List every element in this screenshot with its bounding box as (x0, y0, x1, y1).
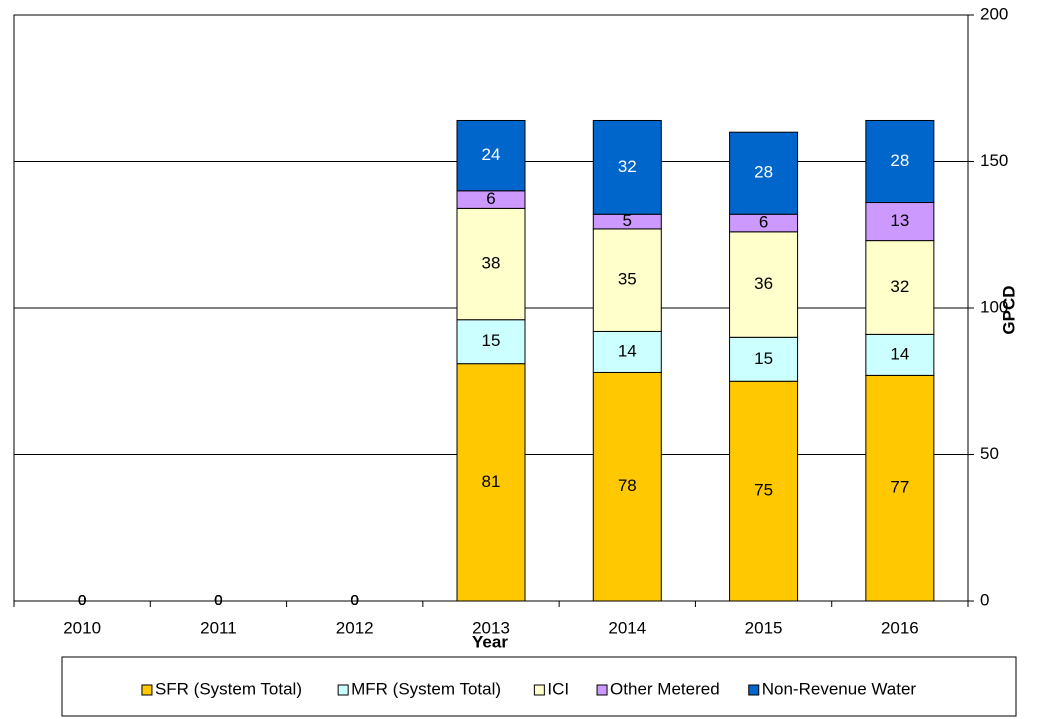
data-label: 14 (618, 341, 637, 360)
data-label: 36 (754, 274, 773, 293)
data-label: 0 (214, 592, 222, 609)
bar-segment (729, 380, 799, 602)
bar-segment (729, 336, 799, 382)
legend-label: SFR (System Total) (155, 679, 302, 698)
data-label: 28 (754, 163, 773, 182)
y-tick-label: 50 (980, 444, 999, 463)
data-label: 6 (486, 189, 495, 208)
data-label: 0 (351, 592, 359, 609)
data-label: 15 (754, 349, 773, 368)
x-tick-label: 2012 (336, 618, 374, 637)
legend-swatch (533, 684, 545, 696)
legend-label: ICI (547, 679, 569, 698)
y-tick-label: 200 (980, 4, 1008, 23)
data-label: 0 (78, 592, 86, 609)
bar-segment (865, 333, 935, 376)
x-tick-label: 2015 (745, 618, 783, 637)
data-label: 77 (890, 478, 909, 497)
data-label: 5 (623, 211, 632, 230)
data-label: 0 (78, 592, 86, 609)
bar-segment (865, 374, 935, 602)
legend-swatch (596, 684, 608, 696)
data-label: 24 (482, 145, 501, 164)
bar-segment (592, 228, 662, 332)
x-tick-label: 2014 (608, 618, 646, 637)
y-tick-label: 150 (980, 151, 1008, 170)
bar-segment (456, 119, 526, 192)
bar-segment (456, 363, 526, 602)
legend-swatch (141, 684, 153, 696)
data-label: 6 (759, 213, 768, 232)
data-label: 0 (78, 592, 86, 609)
data-label: 78 (618, 476, 637, 495)
bar-segment (729, 131, 799, 215)
data-label: 38 (482, 254, 501, 273)
data-label: 75 (754, 481, 773, 500)
data-label: 14 (890, 344, 909, 363)
data-label: 0 (78, 592, 86, 609)
x-axis-title: Year (472, 632, 508, 651)
data-label: 28 (890, 151, 909, 170)
legend-swatch (748, 684, 760, 696)
data-label: 32 (890, 277, 909, 296)
x-tick-label: 2010 (63, 618, 101, 637)
bar-segment (456, 207, 526, 321)
data-label: 13 (890, 211, 909, 230)
legend-label: MFR (System Total) (351, 679, 501, 698)
data-label: 0 (214, 592, 222, 609)
y-tick-label: 100 (980, 297, 1008, 316)
bar-segment (865, 202, 935, 242)
data-label: 0 (78, 592, 86, 609)
x-tick-label: 2016 (881, 618, 919, 637)
legend-swatch (337, 684, 349, 696)
bar-segment (592, 119, 662, 215)
legend-label: Other Metered (610, 679, 720, 698)
y-tick-label: 0 (980, 590, 989, 609)
legend-label: Non-Revenue Water (762, 679, 917, 698)
bar-segment (865, 240, 935, 335)
data-label: 0 (214, 592, 222, 609)
data-label: 81 (482, 472, 501, 491)
bar-segment (592, 330, 662, 373)
data-label: 35 (618, 270, 637, 289)
x-tick-label: 2011 (200, 618, 237, 637)
data-label: 0 (214, 592, 222, 609)
y-axis-title: GPCD (999, 285, 1018, 334)
data-label: 0 (351, 592, 359, 609)
data-label: 32 (618, 157, 637, 176)
data-label: 0 (351, 592, 359, 609)
data-label: 0 (351, 592, 359, 609)
data-label: 0 (214, 592, 222, 609)
bar-segment (592, 371, 662, 602)
bar-segment (729, 231, 799, 338)
data-label: 0 (351, 592, 359, 609)
data-label: 15 (482, 331, 501, 350)
x-tick-label: 2013 (472, 618, 510, 637)
bar-segment (865, 119, 935, 204)
